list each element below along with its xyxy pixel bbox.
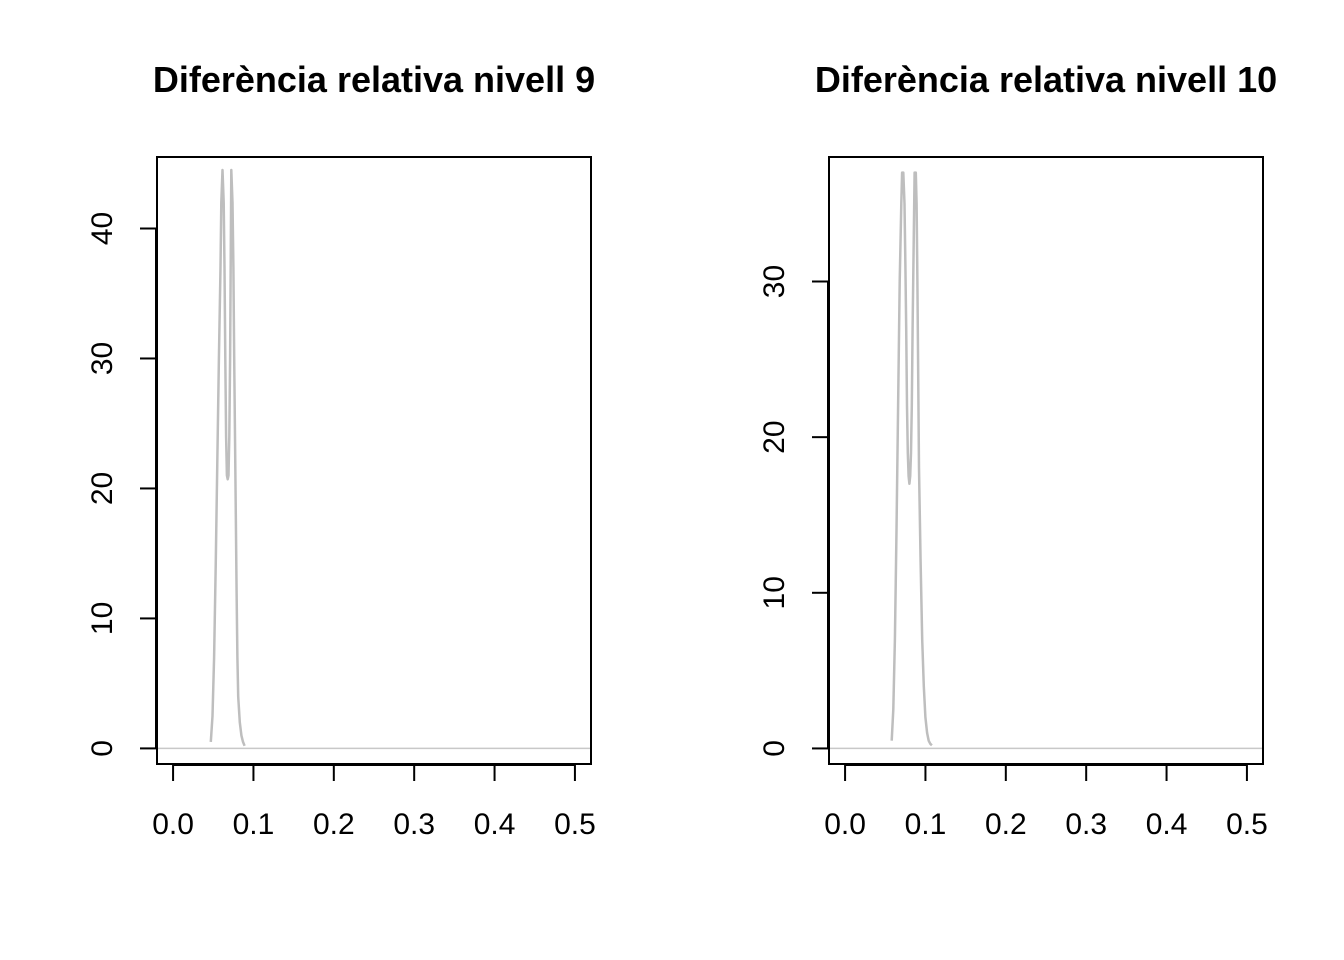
x-tick-label: 0.4 [1146, 808, 1188, 841]
x-tick-label: 0.5 [1226, 808, 1268, 841]
x-tick-label: 0.3 [393, 808, 435, 841]
x-tick-label: 0.4 [474, 808, 516, 841]
y-tick-label: 40 [86, 212, 119, 245]
y-tick-label: 0 [758, 740, 791, 757]
plot-frame [156, 156, 592, 765]
x-tick-label: 0.0 [152, 808, 194, 841]
y-tick-label: 10 [86, 602, 119, 635]
y-tick-label: 0 [86, 740, 119, 757]
density-curve [209, 168, 246, 747]
y-tick-label: 10 [758, 576, 791, 609]
density-curve [890, 171, 933, 747]
plot-frame [828, 156, 1264, 765]
x-tick-label: 0.0 [824, 808, 866, 841]
chart-panel-1: Diferència relativa nivell 9 0.0 0.1 0.2 0.… [86, 59, 596, 841]
y-tick-label: 20 [86, 472, 119, 505]
y-tick-label: 20 [758, 420, 791, 453]
x-tick-label: 0.3 [1065, 808, 1107, 841]
chart-title: Diferència relativa nivell 9 [153, 59, 595, 100]
y-tick-label: 30 [758, 265, 791, 298]
x-tick-label: 0.1 [905, 808, 947, 841]
x-tick-label: 0.5 [554, 808, 596, 841]
x-tick-label: 0.1 [233, 808, 275, 841]
x-tick-label: 0.2 [313, 808, 355, 841]
x-tick-label: 0.2 [985, 808, 1027, 841]
chart-title: Diferència relativa nivell 10 [815, 59, 1277, 100]
chart-panel-2: Diferència relativa nivell 10 0.0 0.1 0.2 0… [758, 59, 1277, 841]
y-tick-label: 30 [86, 342, 119, 375]
